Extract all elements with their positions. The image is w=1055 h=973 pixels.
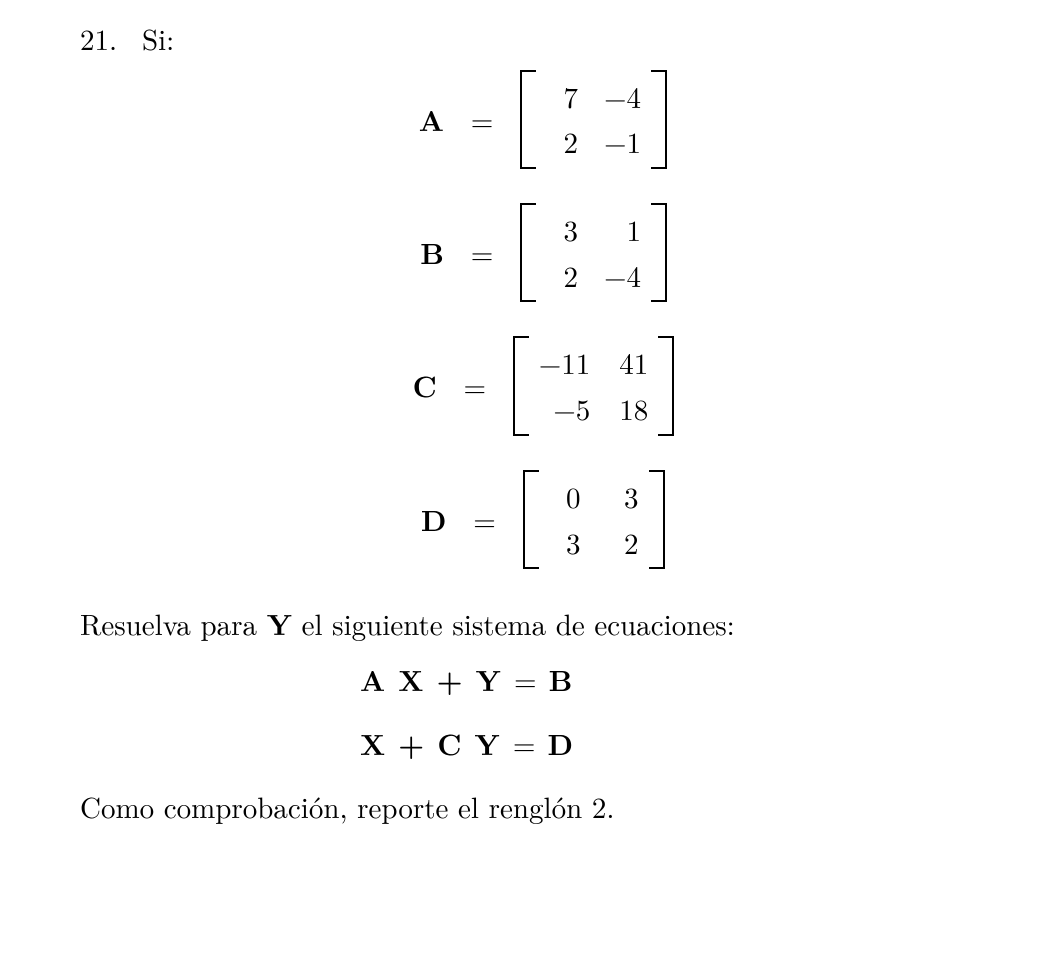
matrix-cell: −5 bbox=[539, 390, 591, 428]
check-instruction: Como comprobación, reporte el renglón 2. bbox=[80, 788, 995, 826]
matrix-cell: 41 bbox=[616, 344, 648, 382]
matrix-c: −11 41 −5 18 bbox=[513, 336, 675, 435]
matrix-b-name: B bbox=[408, 234, 444, 272]
problem-header: 21. Si: bbox=[80, 20, 995, 58]
eq2-rhs: D bbox=[548, 722, 575, 764]
eq2-lhs: X + C Y bbox=[360, 722, 501, 764]
text-solve-for: Resuelva para bbox=[80, 603, 267, 644]
problem-number: 21. bbox=[80, 20, 130, 58]
bracket-left-icon bbox=[523, 470, 537, 569]
matrix-cell: 3 bbox=[546, 211, 578, 249]
text-solve-after: el siguiente sistema de ecuaciones: bbox=[292, 603, 735, 644]
problem-lead: Si: bbox=[142, 20, 174, 58]
matrix-b-block: B = 3 1 2 −4 bbox=[80, 203, 995, 302]
matrix-cell: 1 bbox=[604, 211, 641, 249]
matrix-cell: 2 bbox=[607, 524, 639, 562]
matrix-cell: 2 bbox=[546, 257, 578, 295]
matrix-cell: 3 bbox=[607, 478, 639, 516]
matrix-b: 3 1 2 −4 bbox=[520, 203, 667, 302]
matrix-c-name: C bbox=[401, 367, 437, 405]
matrix-cell: −1 bbox=[604, 123, 641, 161]
bracket-right-icon bbox=[651, 470, 665, 569]
matrix-cell: −4 bbox=[604, 257, 641, 295]
bracket-right-icon bbox=[653, 70, 667, 169]
equals-sign: = bbox=[468, 234, 496, 272]
equals-sign: = bbox=[513, 723, 536, 764]
equation-2: X + C Y = D bbox=[80, 725, 995, 763]
matrix-cell: 3 bbox=[549, 524, 581, 562]
matrix-d: 0 3 3 2 bbox=[523, 470, 665, 569]
eq1-rhs: B bbox=[549, 658, 574, 700]
matrix-cell: −11 bbox=[539, 344, 591, 382]
equals-sign: = bbox=[461, 367, 489, 405]
matrix-a-name: A bbox=[408, 101, 444, 139]
bracket-left-icon bbox=[520, 70, 534, 169]
matrix-d-block: D = 0 3 3 2 bbox=[80, 470, 995, 569]
equals-sign: = bbox=[514, 659, 537, 700]
variable-y: Y bbox=[267, 602, 292, 644]
matrix-cell: 18 bbox=[616, 390, 648, 428]
equals-sign: = bbox=[471, 501, 499, 539]
matrix-a-block: A = 7 −4 2 −1 bbox=[80, 70, 995, 169]
equation-1: A X + Y = B bbox=[80, 661, 995, 699]
matrix-c-block: C = −11 41 −5 18 bbox=[80, 336, 995, 435]
equals-sign: = bbox=[468, 101, 496, 139]
bracket-right-icon bbox=[653, 203, 667, 302]
bracket-right-icon bbox=[660, 336, 674, 435]
instruction-paragraph: Resuelva para Y el siguiente sistema de … bbox=[80, 605, 995, 643]
eq1-lhs: A X + Y bbox=[360, 658, 502, 700]
matrix-cell: 0 bbox=[549, 478, 581, 516]
matrix-cell: 7 bbox=[546, 78, 578, 116]
matrix-cell: −4 bbox=[604, 78, 641, 116]
bracket-left-icon bbox=[520, 203, 534, 302]
bracket-left-icon bbox=[513, 336, 527, 435]
matrix-d-name: D bbox=[411, 501, 447, 539]
check-text: Como comprobación, reporte el renglón 2. bbox=[80, 786, 614, 827]
matrix-a: 7 −4 2 −1 bbox=[520, 70, 667, 169]
matrix-cell: 2 bbox=[546, 123, 578, 161]
